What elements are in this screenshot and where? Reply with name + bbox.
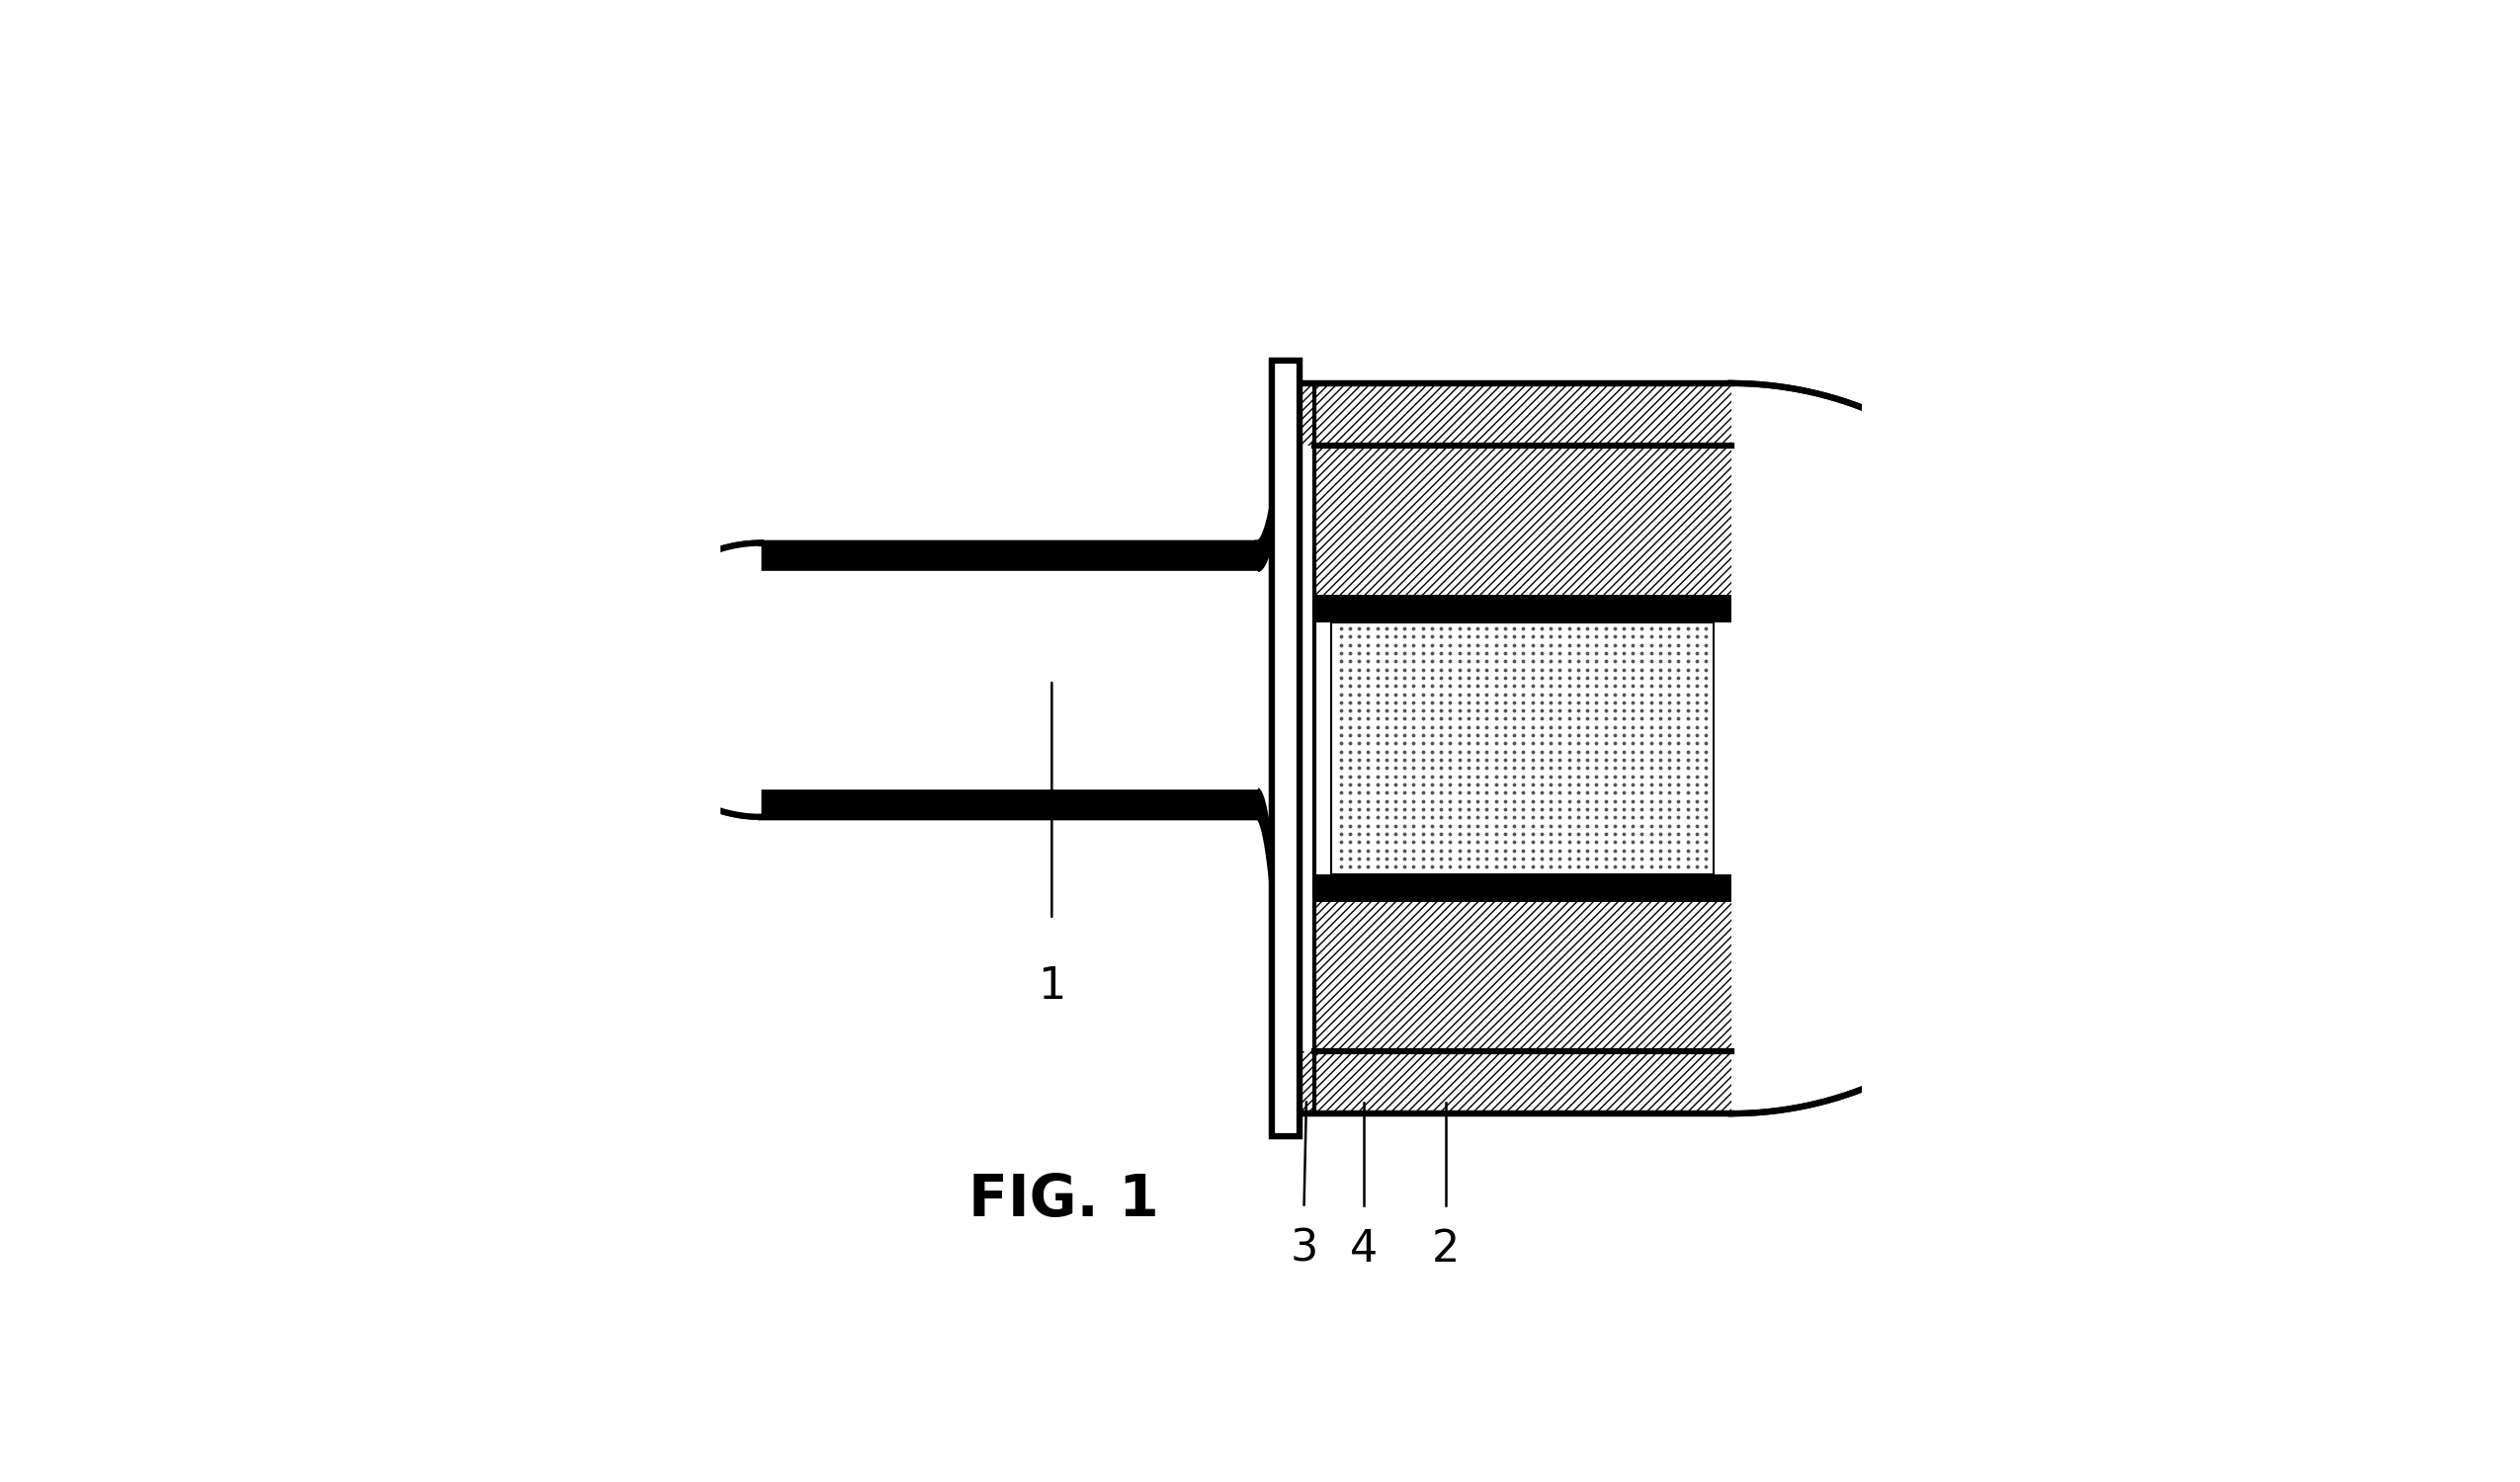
Polygon shape (761, 788, 1257, 817)
Bar (1285, 1051, 1731, 1113)
Text: 4: 4 (1348, 1227, 1378, 1270)
Polygon shape (761, 572, 1257, 788)
Polygon shape (761, 788, 1257, 817)
Bar (1315, 446, 1731, 594)
Text: 1: 1 (1038, 965, 1066, 1008)
Bar (1285, 384, 1731, 446)
Bar (1315, 874, 1731, 903)
Bar (1273, 360, 1300, 1137)
Text: 3: 3 (1290, 1227, 1318, 1270)
Polygon shape (761, 542, 1257, 817)
Polygon shape (761, 542, 1257, 572)
Polygon shape (1257, 384, 1285, 1113)
Text: FIG. 1: FIG. 1 (968, 1171, 1159, 1227)
Bar (1315, 594, 1731, 622)
Polygon shape (625, 542, 761, 817)
Polygon shape (1285, 384, 2097, 1113)
Polygon shape (1257, 788, 1285, 1113)
Polygon shape (761, 542, 1257, 572)
Bar (1315, 903, 1731, 1051)
Polygon shape (625, 542, 761, 817)
Bar (1331, 622, 1714, 874)
Bar (1273, 360, 1300, 1137)
Polygon shape (1257, 384, 1285, 572)
Text: 2: 2 (1431, 1227, 1459, 1270)
